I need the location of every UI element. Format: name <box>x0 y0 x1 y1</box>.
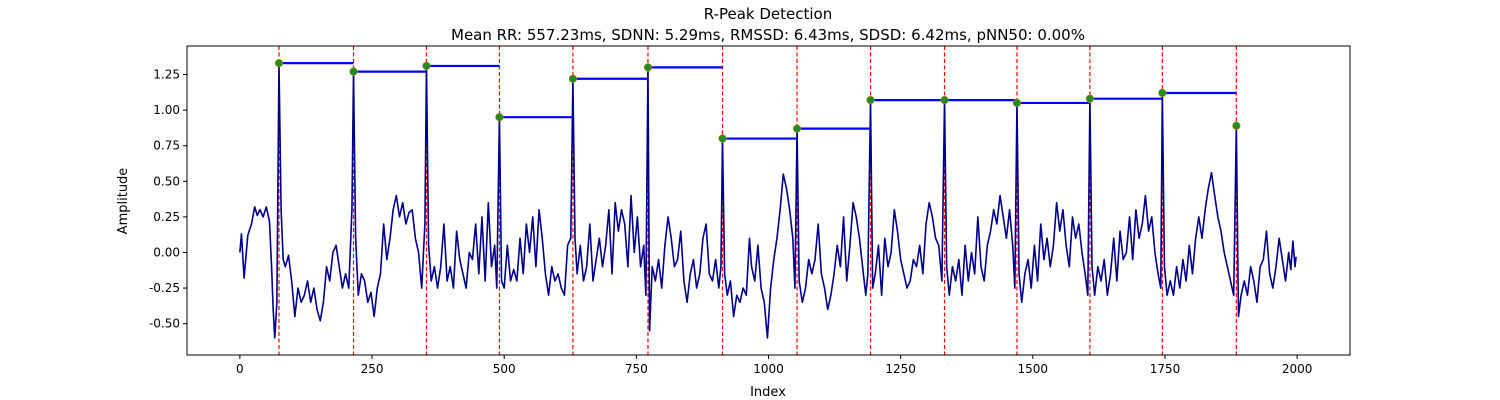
peak-marker-14 <box>1232 121 1241 130</box>
plot-area <box>239 46 1297 355</box>
x-tick-label: 1750 <box>1150 362 1181 376</box>
y-tick-label: -0.50 <box>149 317 180 331</box>
signal-layer <box>239 62 1297 339</box>
peak-marker-4 <box>495 113 504 122</box>
peak-marker-6 <box>643 63 653 72</box>
peak-marker-3 <box>422 61 431 71</box>
peak-marker-9 <box>866 96 875 105</box>
peak-marker-10 <box>940 96 949 105</box>
peak-marker-1 <box>274 58 284 68</box>
signal-line <box>239 62 1297 339</box>
x-tick-label: 750 <box>625 362 648 376</box>
peak-marker-5 <box>568 74 578 83</box>
x-tick-label: 1500 <box>1018 362 1049 376</box>
peak-lines <box>278 46 1237 355</box>
y-tick-label: 0.75 <box>153 139 180 153</box>
rr-interval-segments <box>278 61 1237 140</box>
x-tick-label: 1000 <box>753 362 784 376</box>
peak-marker-8 <box>792 124 802 133</box>
peak-marker-12 <box>1085 94 1095 103</box>
peak-marker-11 <box>1012 98 1022 108</box>
chart-subtitle: Mean RR: 557.23ms, SDNN: 5.29ms, RMSSD: … <box>451 26 1085 44</box>
peak-marker-2 <box>349 67 358 76</box>
y-tick-label: 0.25 <box>153 210 180 224</box>
y-tick-label: 1.00 <box>153 103 180 117</box>
peak-marker-7 <box>718 134 727 143</box>
x-tick-label: 2000 <box>1282 362 1313 376</box>
peak-marker-13 <box>1158 88 1167 98</box>
chart-title: R-Peak Detection <box>704 5 832 23</box>
x-tick-label: 0 <box>236 362 244 376</box>
x-tick-label: 500 <box>493 362 516 376</box>
y-tick-label: 0.50 <box>153 174 180 188</box>
x-axis-label: Index <box>750 385 786 400</box>
x-axis-ticks: 0 250 500 750 1000 1250 1500 1750 2000 <box>236 355 1312 376</box>
x-tick-label: 1250 <box>885 362 916 376</box>
x-tick-label: 250 <box>361 362 384 376</box>
y-axis-ticks: -0.50 -0.25 0.00 0.25 0.50 0.75 1.00 1.25 <box>149 67 187 331</box>
y-tick-label: 1.25 <box>153 67 180 81</box>
y-tick-label: 0.00 <box>153 245 180 259</box>
peak-markers <box>274 58 1241 143</box>
y-axis-label: Amplitude <box>116 168 131 235</box>
y-tick-label: -0.25 <box>149 281 180 295</box>
